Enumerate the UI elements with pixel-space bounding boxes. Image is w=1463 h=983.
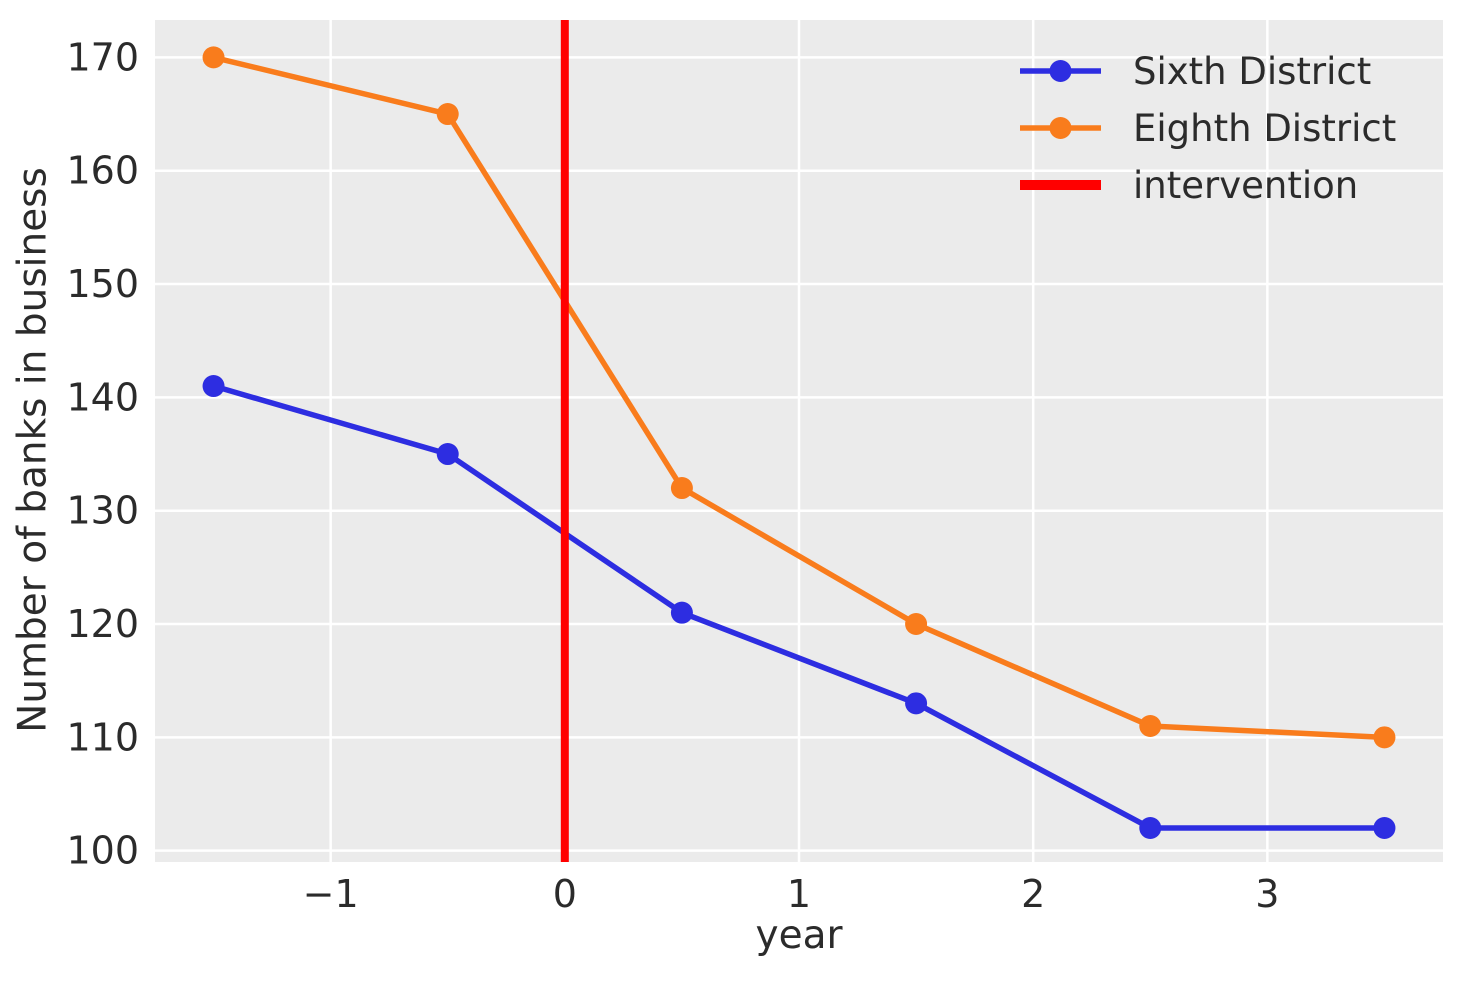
data-point-eighth-district [905, 613, 928, 636]
data-point-eighth-district [1139, 715, 1162, 738]
legend-label-eighth-district: Eighth District [1133, 106, 1397, 150]
y-tick-label: 160 [66, 149, 139, 193]
y-tick-label: 120 [66, 602, 139, 646]
y-tick-label: 110 [66, 715, 139, 759]
y-tick-label: 100 [66, 829, 139, 873]
data-point-sixth-district [1373, 817, 1396, 840]
data-point-eighth-district [436, 103, 459, 126]
legend-item-intervention: intervention [1018, 161, 1396, 209]
y-axis-label: Number of banks in business [10, 167, 56, 733]
data-point-eighth-district [670, 477, 693, 500]
sixth-district-line-swatch [1020, 60, 1101, 82]
x-axis-label: year [755, 913, 843, 958]
legend-item-sixth-district: Sixth District [1018, 47, 1396, 95]
legend-marker-sample [1049, 60, 1072, 82]
series-line-eighth-district [210, 54, 1388, 741]
y-tick-label: 130 [66, 489, 139, 533]
data-point-sixth-district [905, 692, 928, 715]
x-tick-label: 3 [1255, 872, 1279, 916]
legend-marker-sample [1049, 117, 1072, 139]
legend-label-intervention: intervention [1133, 163, 1359, 207]
x-tick-label: 1 [787, 872, 811, 916]
eighth-district-line-swatch [1020, 117, 1101, 139]
series-line-sixth-district [210, 383, 1388, 831]
y-tick-label: 170 [66, 35, 139, 79]
data-point-eighth-district [1373, 726, 1396, 749]
data-point-sixth-district [202, 375, 225, 398]
data-point-sixth-district [670, 601, 693, 624]
x-tick-label: 0 [553, 872, 577, 916]
intervention-line-swatch [1020, 180, 1101, 190]
legend-label-sixth-district: Sixth District [1133, 49, 1372, 93]
legend: Sixth District Eighth District intervent… [1018, 47, 1396, 209]
data-point-sixth-district [1139, 817, 1162, 840]
y-tick-label: 150 [66, 262, 139, 306]
data-point-eighth-district [202, 46, 225, 69]
y-tick-label: 140 [66, 375, 139, 419]
legend-item-eighth-district: Eighth District [1018, 104, 1396, 152]
x-tick-label: 2 [1021, 872, 1045, 916]
x-tick-label: −1 [303, 872, 359, 916]
data-point-sixth-district [436, 443, 459, 466]
